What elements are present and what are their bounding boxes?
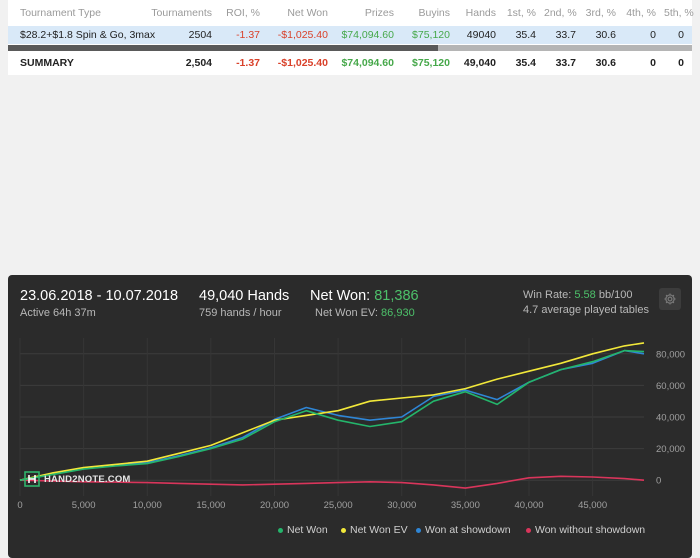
hands-count: 49,040 Hands [199, 288, 290, 304]
cell-prizes: $74,094.60 [336, 26, 402, 44]
hand2note-logo: HAND2NOTE.COM [24, 471, 131, 487]
cell-buyins: $75,120 [402, 26, 458, 44]
net-won-line [19, 349, 645, 481]
win-rate-unit: bb/100 [598, 289, 633, 301]
cell-roi: -1.37 [220, 26, 268, 44]
legend-dot-icon [278, 527, 283, 533]
cell-3rd: 30.6 [584, 26, 624, 44]
summary-roi: -1.37 [236, 57, 260, 69]
summary-1st: 35.4 [515, 57, 536, 69]
x-tick-label: 5,000 [72, 500, 96, 511]
won-without-showdown-line [19, 475, 645, 489]
column-header-roi[interactable]: ROI, % [226, 7, 260, 19]
active-time: Active 64h 37m [20, 307, 96, 319]
date-range: 23.06.2018 - 10.07.2018 [20, 288, 179, 304]
summary-5th: 0 [678, 57, 684, 69]
column-header-4th[interactable]: 4th, % [626, 7, 656, 19]
net-won-ev-line [19, 342, 645, 481]
cell-1st: 35.4 [504, 26, 544, 44]
legend-item[interactable]: Won at showdown [416, 524, 511, 536]
hand2note-logo-icon [24, 471, 40, 487]
cell-4th: 0 [624, 26, 664, 44]
legend-item[interactable]: Net Won [278, 524, 328, 536]
hand2note-logo-text: HAND2NOTE.COM [44, 473, 131, 485]
column-header-1st[interactable]: 1st, % [506, 7, 536, 19]
cell-net-won: -$1,025.40 [268, 26, 336, 44]
column-header-3rd[interactable]: 3rd, % [585, 7, 616, 19]
legend-item[interactable]: Net Won EV [341, 524, 408, 536]
summary-buyins: $75,120 [412, 57, 450, 69]
x-tick-label: 20,000 [260, 500, 289, 511]
gear-icon [664, 293, 676, 305]
x-tick-label: 45,000 [578, 500, 607, 511]
cell-2nd: 33.7 [544, 26, 584, 44]
y-tick-label: 60,000 [656, 381, 685, 392]
x-tick-label: 10,000 [133, 500, 162, 511]
column-header-hands[interactable]: Hands [465, 7, 496, 19]
legend-label: Net Won EV [350, 524, 408, 536]
x-tick-label: 40,000 [514, 500, 543, 511]
summary-prizes: $74,094.60 [341, 57, 394, 69]
summary-hands: 49,040 [463, 57, 496, 69]
column-header-prizes[interactable]: Prizes [364, 7, 394, 19]
column-header-tournaments[interactable]: Tournaments [151, 7, 212, 19]
legend-label: Net Won [287, 524, 328, 536]
cell-5th: 0 [664, 26, 692, 44]
summary-label: SUMMARY [20, 57, 74, 69]
column-header-net-won[interactable]: Net Won [287, 7, 328, 19]
x-tick-label: 25,000 [324, 500, 353, 511]
settings-button[interactable] [659, 288, 681, 310]
net-won-ev-summary: Net Won EV: 86,930 [315, 307, 415, 319]
tournament-stats-table: Tournament Type Tournaments ROI, % Net W… [8, 0, 694, 75]
legend-label: Won without showdown [535, 524, 646, 536]
win-rate: Win Rate: 5.58 bb/100 [523, 289, 633, 301]
win-rate-value: 5.58 [574, 289, 596, 301]
table-row[interactable]: $28.2+$1.8 Spin & Go, 3max 2504 -1.37 -$… [8, 26, 692, 44]
hands-per-hour: 759 hands / hour [199, 307, 282, 319]
x-tick-label: 35,000 [451, 500, 480, 511]
y-tick-label: 0 [656, 476, 661, 487]
net-won-label: Net Won: [310, 288, 371, 304]
cell-tournaments: 2504 [148, 26, 220, 44]
cell-hands: 49040 [458, 26, 504, 44]
won-at-showdown-line [19, 349, 645, 481]
summary-row: SUMMARY 2,504 -1.37 -$1,025.40 $74,094.6… [8, 52, 692, 74]
horizontal-scrollbar[interactable] [8, 45, 692, 51]
legend-label: Won at showdown [425, 524, 511, 536]
average-tables: 4.7 average played tables [523, 304, 649, 316]
legend-dot-icon [526, 527, 531, 533]
net-won-summary: Net Won: 81,386 [310, 288, 419, 304]
legend-dot-icon [341, 527, 346, 533]
column-header-2nd[interactable]: 2nd, % [544, 7, 577, 19]
net-won-value: 81,386 [374, 288, 419, 304]
summary-3rd: 30.6 [595, 57, 616, 69]
legend-item[interactable]: Won without showdown [526, 524, 645, 536]
column-header-5th[interactable]: 5th, % [664, 7, 694, 19]
win-rate-label: Win Rate: [523, 289, 572, 301]
profit-graph[interactable]: 0 20,000 40,000 60,000 80,000 0 5,000 10,000 15,… [8, 275, 692, 558]
table-header-row: Tournament Type Tournaments ROI, % Net W… [8, 0, 694, 26]
x-tick-label: 30,000 [387, 500, 416, 511]
summary-net-won: -$1,025.40 [277, 57, 328, 69]
graph-panel: 23.06.2018 - 10.07.2018 Active 64h 37m 4… [8, 275, 692, 558]
legend-dot-icon [416, 527, 421, 533]
y-tick-label: 40,000 [656, 413, 685, 424]
horizontal-scrollbar-row [8, 44, 692, 52]
summary-4th: 0 [650, 57, 656, 69]
net-won-ev-value: 86,930 [381, 307, 415, 319]
x-tick-label: 15,000 [196, 500, 225, 511]
net-won-ev-label: Net Won EV: [315, 307, 378, 319]
x-tick-label: 0 [17, 500, 22, 511]
cell-tournament-type: $28.2+$1.8 Spin & Go, 3max [8, 26, 155, 44]
column-header-buyins[interactable]: Buyins [418, 7, 450, 19]
y-tick-label: 20,000 [656, 444, 685, 455]
summary-2nd: 33.7 [555, 57, 576, 69]
y-tick-label: 80,000 [656, 349, 685, 360]
summary-tournaments: 2,504 [185, 57, 212, 69]
column-header-tournament-type[interactable]: Tournament Type [20, 7, 101, 19]
